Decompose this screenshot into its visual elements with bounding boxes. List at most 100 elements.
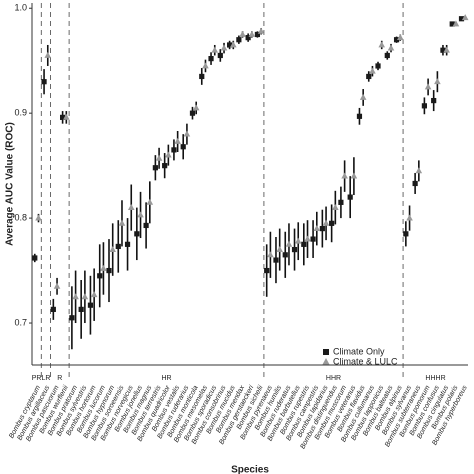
point bbox=[236, 37, 242, 43]
point bbox=[366, 73, 372, 80]
point bbox=[202, 62, 209, 69]
point bbox=[301, 241, 307, 247]
point bbox=[322, 219, 330, 226]
y-tick-label: 0.9 bbox=[14, 108, 27, 118]
point bbox=[87, 302, 94, 308]
point bbox=[449, 21, 455, 27]
point bbox=[124, 241, 131, 247]
point bbox=[440, 47, 446, 53]
point bbox=[415, 167, 423, 174]
point bbox=[106, 267, 112, 274]
point bbox=[329, 220, 335, 226]
point bbox=[32, 255, 38, 261]
x-axis-title: Species bbox=[231, 465, 269, 474]
point bbox=[127, 204, 135, 211]
group-label: HR bbox=[161, 375, 171, 382]
point bbox=[282, 252, 288, 258]
point bbox=[338, 199, 344, 205]
point bbox=[143, 222, 149, 229]
point bbox=[412, 180, 418, 187]
point bbox=[347, 194, 353, 200]
point bbox=[60, 114, 66, 120]
point bbox=[310, 236, 316, 242]
point bbox=[226, 42, 233, 48]
point bbox=[341, 172, 348, 179]
point bbox=[248, 30, 256, 37]
y-tick-label: 1.0 bbox=[14, 3, 27, 13]
y-tick-label: 0.7 bbox=[14, 317, 27, 327]
point bbox=[41, 79, 47, 85]
point bbox=[424, 83, 432, 90]
point bbox=[180, 144, 186, 150]
point bbox=[239, 30, 246, 37]
point bbox=[90, 291, 98, 298]
point bbox=[304, 235, 311, 242]
point bbox=[155, 154, 163, 161]
point bbox=[396, 34, 404, 41]
point bbox=[118, 219, 126, 226]
point bbox=[254, 31, 261, 38]
point bbox=[403, 231, 409, 237]
group-label: LR bbox=[41, 375, 50, 382]
point bbox=[264, 267, 270, 274]
point bbox=[217, 52, 223, 59]
point bbox=[350, 172, 358, 179]
point bbox=[332, 204, 339, 211]
point bbox=[267, 251, 274, 258]
point bbox=[393, 37, 400, 43]
point bbox=[378, 41, 386, 48]
point bbox=[230, 41, 237, 48]
point bbox=[50, 306, 56, 312]
point bbox=[63, 113, 70, 120]
y-axis-title: Average AUC Value (ROC) bbox=[5, 122, 16, 246]
point bbox=[211, 46, 219, 53]
point bbox=[183, 130, 191, 137]
point bbox=[257, 27, 265, 34]
point bbox=[97, 273, 103, 279]
point bbox=[369, 67, 376, 74]
point bbox=[152, 165, 158, 171]
point bbox=[273, 257, 279, 263]
group-label: HHR bbox=[326, 375, 341, 382]
point bbox=[134, 231, 140, 237]
point bbox=[109, 245, 117, 252]
point bbox=[78, 306, 84, 312]
group-label: R bbox=[57, 375, 62, 382]
point bbox=[192, 104, 200, 111]
point bbox=[69, 315, 75, 321]
point bbox=[208, 56, 214, 62]
point bbox=[276, 245, 283, 252]
legend-marker bbox=[322, 358, 330, 365]
point bbox=[443, 46, 450, 53]
point bbox=[421, 103, 427, 109]
point bbox=[294, 237, 302, 244]
point bbox=[458, 16, 465, 22]
point bbox=[384, 52, 390, 59]
point bbox=[434, 78, 441, 85]
point bbox=[220, 44, 228, 51]
point bbox=[461, 14, 469, 21]
legend-label: Climate Only bbox=[333, 346, 385, 356]
point bbox=[406, 214, 413, 221]
legend-marker bbox=[323, 349, 329, 355]
point bbox=[387, 44, 395, 51]
point bbox=[313, 224, 321, 231]
group-label: HHHR bbox=[425, 375, 445, 382]
point bbox=[35, 214, 42, 221]
point bbox=[72, 293, 79, 300]
point bbox=[245, 35, 251, 41]
point bbox=[291, 246, 298, 253]
point bbox=[452, 20, 460, 27]
point bbox=[375, 63, 381, 69]
point bbox=[146, 198, 154, 205]
point bbox=[137, 211, 144, 218]
point bbox=[44, 51, 52, 58]
legend-label: Climate & LULC bbox=[333, 356, 398, 366]
point bbox=[356, 113, 363, 119]
point bbox=[53, 282, 61, 289]
point bbox=[162, 163, 168, 169]
point bbox=[100, 264, 107, 271]
y-tick-label: 0.8 bbox=[14, 212, 27, 222]
